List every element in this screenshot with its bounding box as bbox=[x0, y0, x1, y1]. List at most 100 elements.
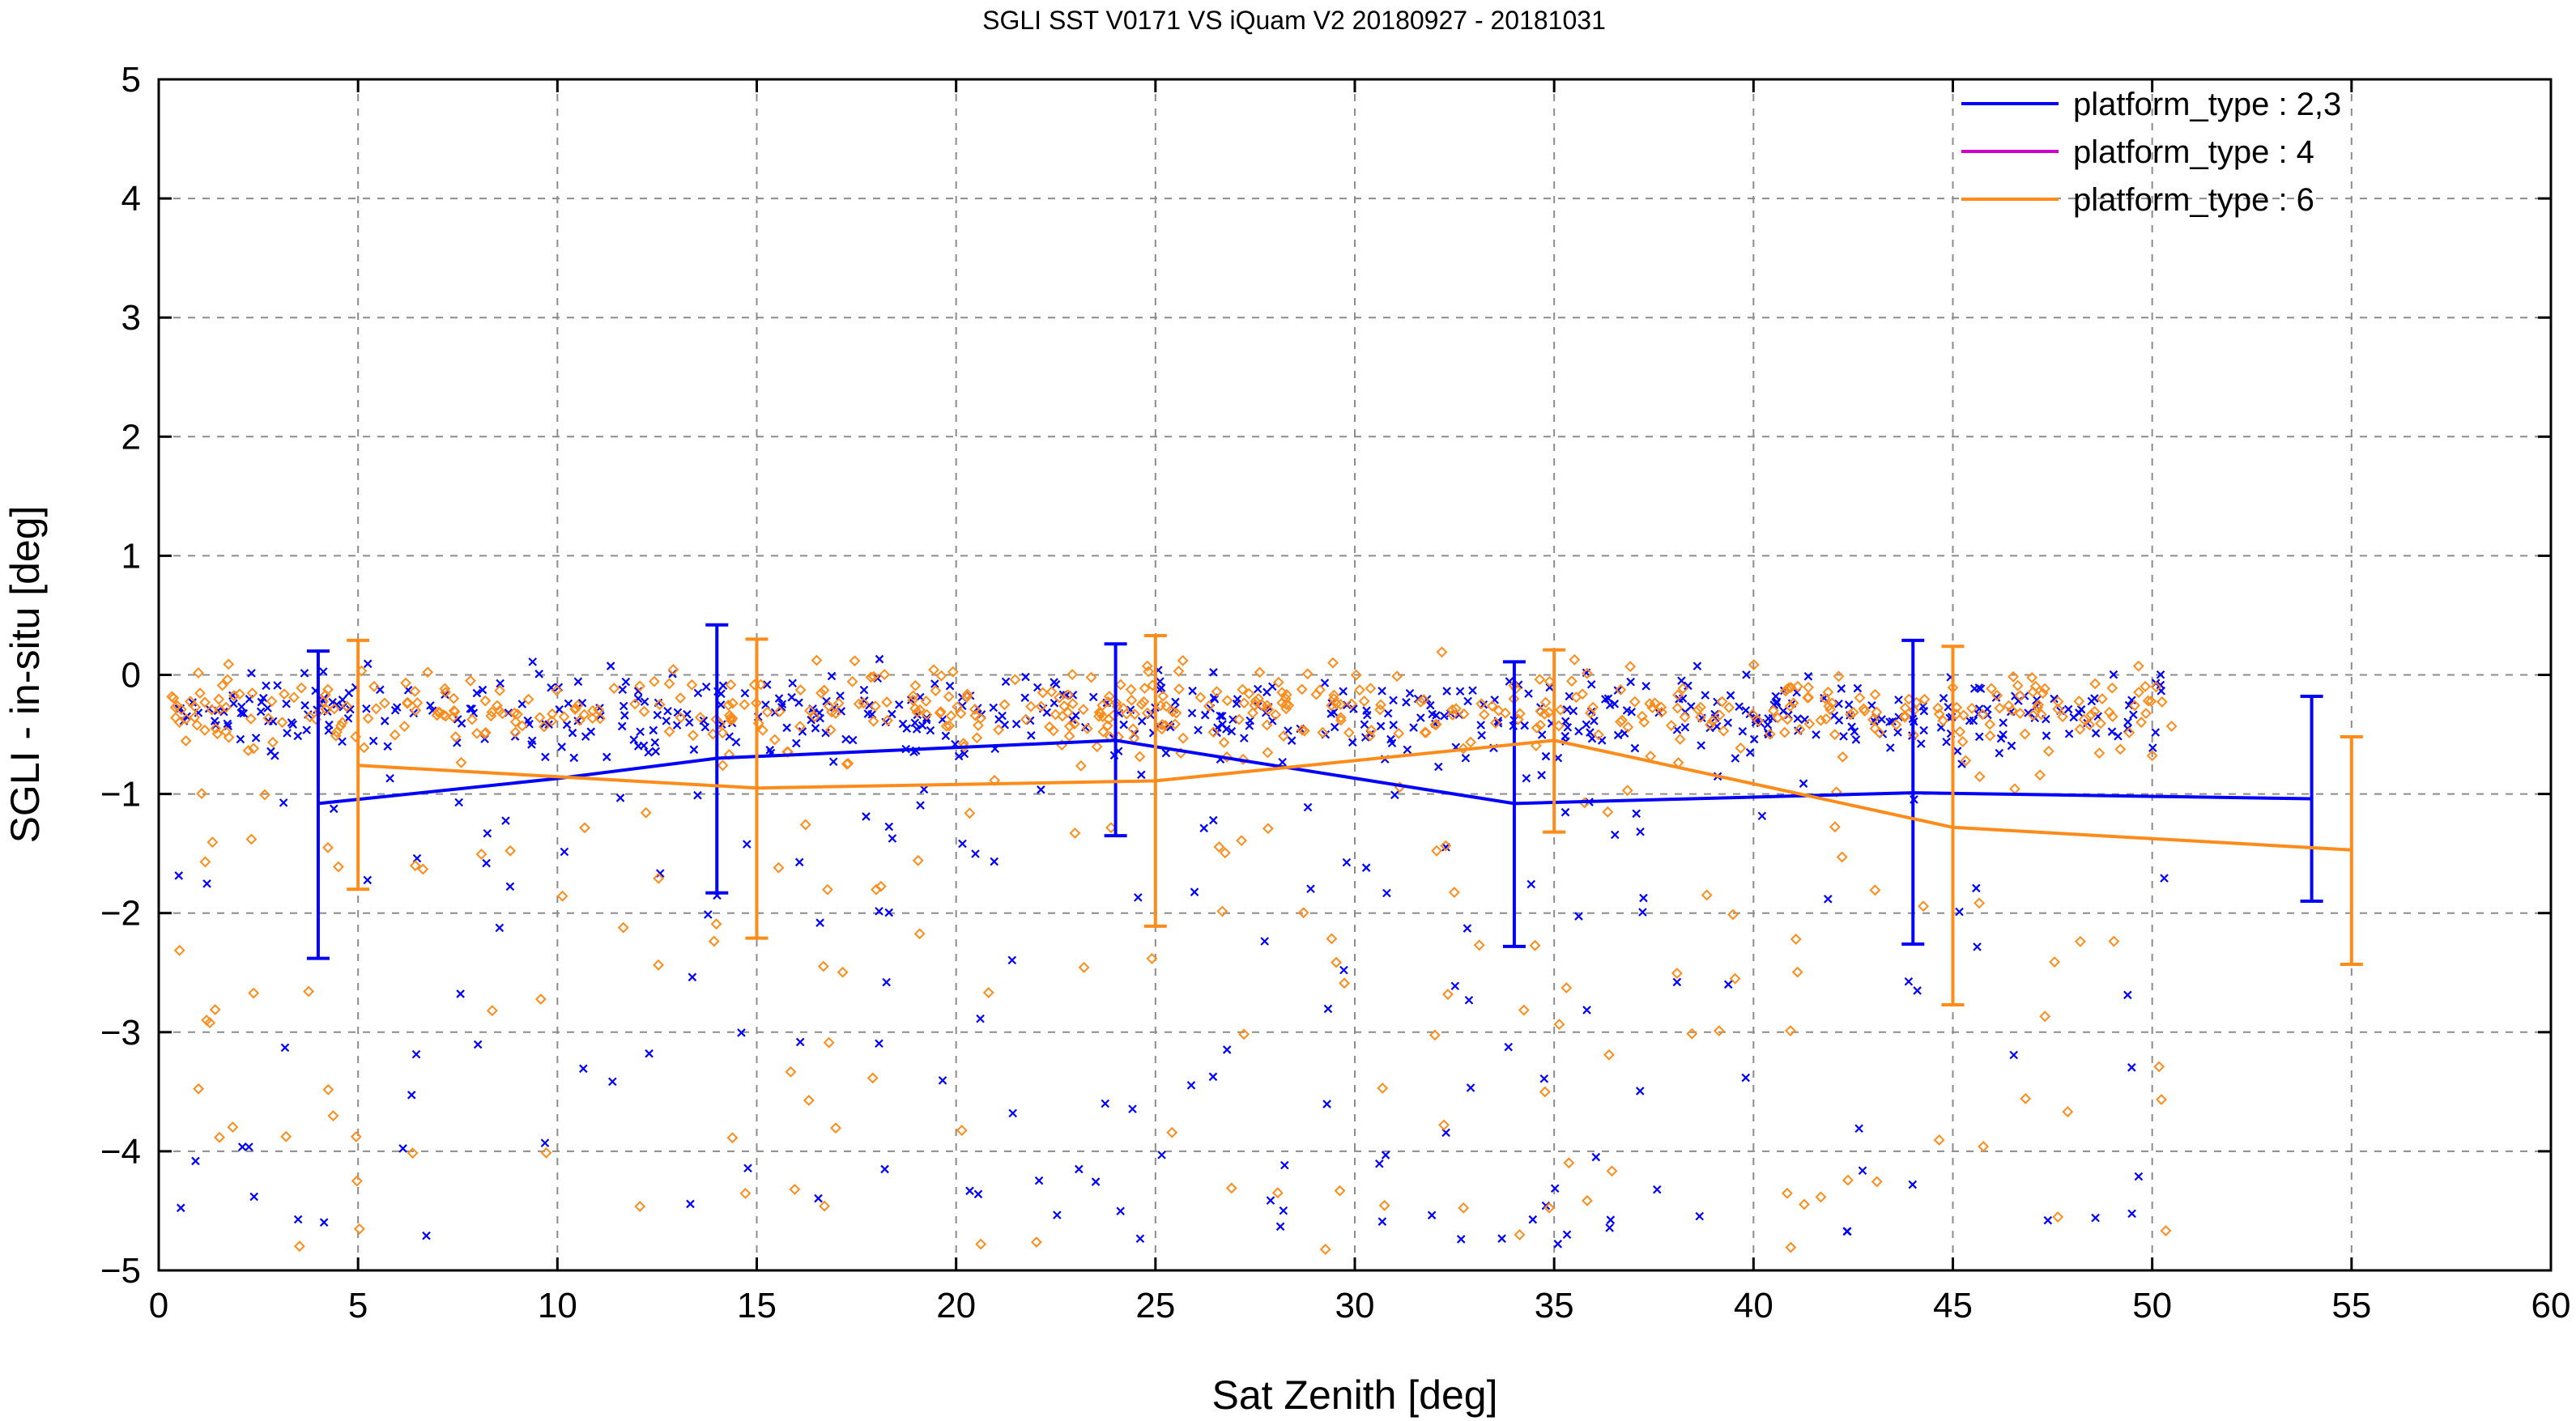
scatter-point-cross bbox=[1735, 702, 1744, 711]
scatter-point-cross bbox=[457, 719, 466, 728]
scatter-point-cross bbox=[1493, 718, 1503, 728]
scatter-point-diamond bbox=[1778, 726, 1790, 738]
scatter-point-diamond bbox=[663, 678, 675, 690]
scatter-point-diamond bbox=[573, 714, 585, 726]
scatter-point-diamond bbox=[882, 714, 893, 726]
scatter-point-diamond bbox=[2049, 956, 2060, 968]
scatter-point-diamond bbox=[1854, 691, 1866, 704]
scatter-point-diamond bbox=[1543, 1202, 1556, 1214]
scatter-point-diamond bbox=[587, 704, 598, 717]
y-tick-label: 2 bbox=[121, 417, 141, 457]
scatter-point-diamond bbox=[1716, 696, 1728, 708]
scatter-point-diamond bbox=[1518, 1004, 1530, 1016]
scatter-point-cross bbox=[663, 706, 672, 716]
scatter-point-diamond bbox=[973, 719, 984, 731]
scatter-point-cross bbox=[1653, 1185, 1662, 1194]
scatter-point-diamond bbox=[1561, 982, 1573, 993]
scatter-point-cross bbox=[1187, 708, 1197, 718]
scatter-point-cross bbox=[1886, 743, 1895, 752]
scatter-point-diamond bbox=[1062, 706, 1074, 718]
legend-entry: platform_type : 2,3 bbox=[2073, 87, 2341, 122]
x-axis-label: Sat Zenith [deg] bbox=[1211, 1372, 1497, 1418]
scatter-point-cross bbox=[1402, 698, 1411, 707]
scatter-point-diamond bbox=[334, 720, 347, 732]
scatter-point-cross bbox=[2123, 717, 2132, 726]
scatter-point-diamond bbox=[455, 756, 467, 768]
scatter-point-diamond bbox=[1126, 694, 1138, 706]
scatter-point-cross bbox=[918, 721, 927, 730]
scatter-point-diamond bbox=[971, 732, 983, 744]
scatter-point-cross bbox=[1403, 745, 1412, 755]
scatter-point-diamond bbox=[1278, 730, 1289, 742]
scatter-point-diamond bbox=[1103, 691, 1115, 702]
scatter-point-cross bbox=[473, 1040, 483, 1049]
scatter-point-cross bbox=[2156, 670, 2165, 679]
y-tick-label: 3 bbox=[121, 298, 141, 338]
scatter-point-diamond bbox=[1121, 708, 1133, 720]
scatter-point-diamond bbox=[558, 711, 570, 723]
scatter-point-diamond bbox=[551, 684, 563, 696]
scatter-point-cross bbox=[383, 742, 393, 751]
scatter-point-cross bbox=[1973, 942, 1982, 951]
scatter-point-cross bbox=[1952, 747, 1962, 755]
scatter-point-diamond bbox=[279, 688, 290, 700]
scatter-point-cross bbox=[762, 680, 772, 689]
scatter-point-cross bbox=[608, 1077, 617, 1087]
scatter-point-diamond bbox=[866, 1072, 879, 1084]
scatter-point-diamond bbox=[220, 701, 232, 713]
scatter-point-cross bbox=[740, 688, 750, 698]
scatter-point-diamond bbox=[2106, 711, 2118, 722]
legend: platform_type : 2,3 platform_type : 4 plat… bbox=[1961, 87, 2341, 218]
scatter-point-diamond bbox=[1829, 821, 1841, 833]
scatter-point-diamond bbox=[465, 674, 476, 687]
scatter-point-diamond bbox=[1155, 700, 1167, 712]
x-tick-label: 15 bbox=[737, 1286, 777, 1325]
scatter-point-diamond bbox=[1058, 700, 1071, 712]
scatter-point-cross bbox=[888, 834, 897, 843]
scatter-point-diamond bbox=[2026, 671, 2038, 683]
scatter-point-diamond bbox=[1339, 977, 1350, 989]
scatter-point-cross bbox=[288, 720, 298, 730]
scatter-point-cross bbox=[1119, 720, 1128, 730]
scatter-point-cross bbox=[483, 828, 492, 838]
scatter-point-cross bbox=[1240, 734, 1249, 742]
scatter-point-cross bbox=[794, 698, 803, 708]
scatter-point-diamond bbox=[2039, 1010, 2051, 1023]
scatter-point-diamond bbox=[1713, 1025, 1725, 1037]
scatter-point-diamond bbox=[648, 675, 660, 687]
scatter-point-diamond bbox=[708, 935, 720, 947]
scatter-point-diamond bbox=[1799, 1198, 1810, 1210]
scatter-point-diamond bbox=[1823, 700, 1835, 712]
x-tick-label: 60 bbox=[2531, 1286, 2571, 1325]
scatter-point-diamond bbox=[675, 712, 687, 724]
scatter-point-cross bbox=[693, 688, 703, 698]
scatter-point-cross bbox=[380, 717, 390, 725]
scatter-point-diamond bbox=[517, 720, 528, 732]
scatter-point-diamond bbox=[1097, 725, 1109, 738]
scatter-point-diamond bbox=[368, 680, 380, 692]
scatter-point-diamond bbox=[1933, 708, 1945, 720]
scatter-point-diamond bbox=[2052, 1211, 2064, 1223]
scatter-point-cross bbox=[223, 719, 232, 729]
scatter-point-diamond bbox=[832, 697, 845, 709]
scatter-point-cross bbox=[1382, 888, 1391, 898]
scatter-point-diamond bbox=[569, 704, 581, 716]
scatter-point-cross bbox=[1537, 771, 1546, 780]
scatter-point-diamond bbox=[259, 789, 270, 801]
scatter-point-diamond bbox=[1859, 705, 1871, 717]
scatter-point-diamond bbox=[206, 704, 218, 716]
scatter-point-diamond bbox=[294, 1240, 305, 1253]
scatter-point-diamond bbox=[1514, 708, 1526, 720]
scatter-point-diamond bbox=[1665, 720, 1677, 731]
scatter-point-cross bbox=[1904, 976, 1914, 986]
scatter-point-diamond bbox=[1833, 670, 1845, 683]
scatter-point-cross bbox=[1377, 1217, 1387, 1226]
scatter-point-diamond bbox=[1815, 1191, 1827, 1203]
scatter-point-cross bbox=[1426, 700, 1435, 710]
scatter-point-cross bbox=[1913, 986, 1922, 995]
scatter-point-diamond bbox=[1243, 687, 1255, 700]
scatter-point-cross bbox=[1209, 815, 1218, 825]
scatter-point-diamond bbox=[331, 726, 343, 738]
scatter-point-cross bbox=[602, 752, 611, 762]
